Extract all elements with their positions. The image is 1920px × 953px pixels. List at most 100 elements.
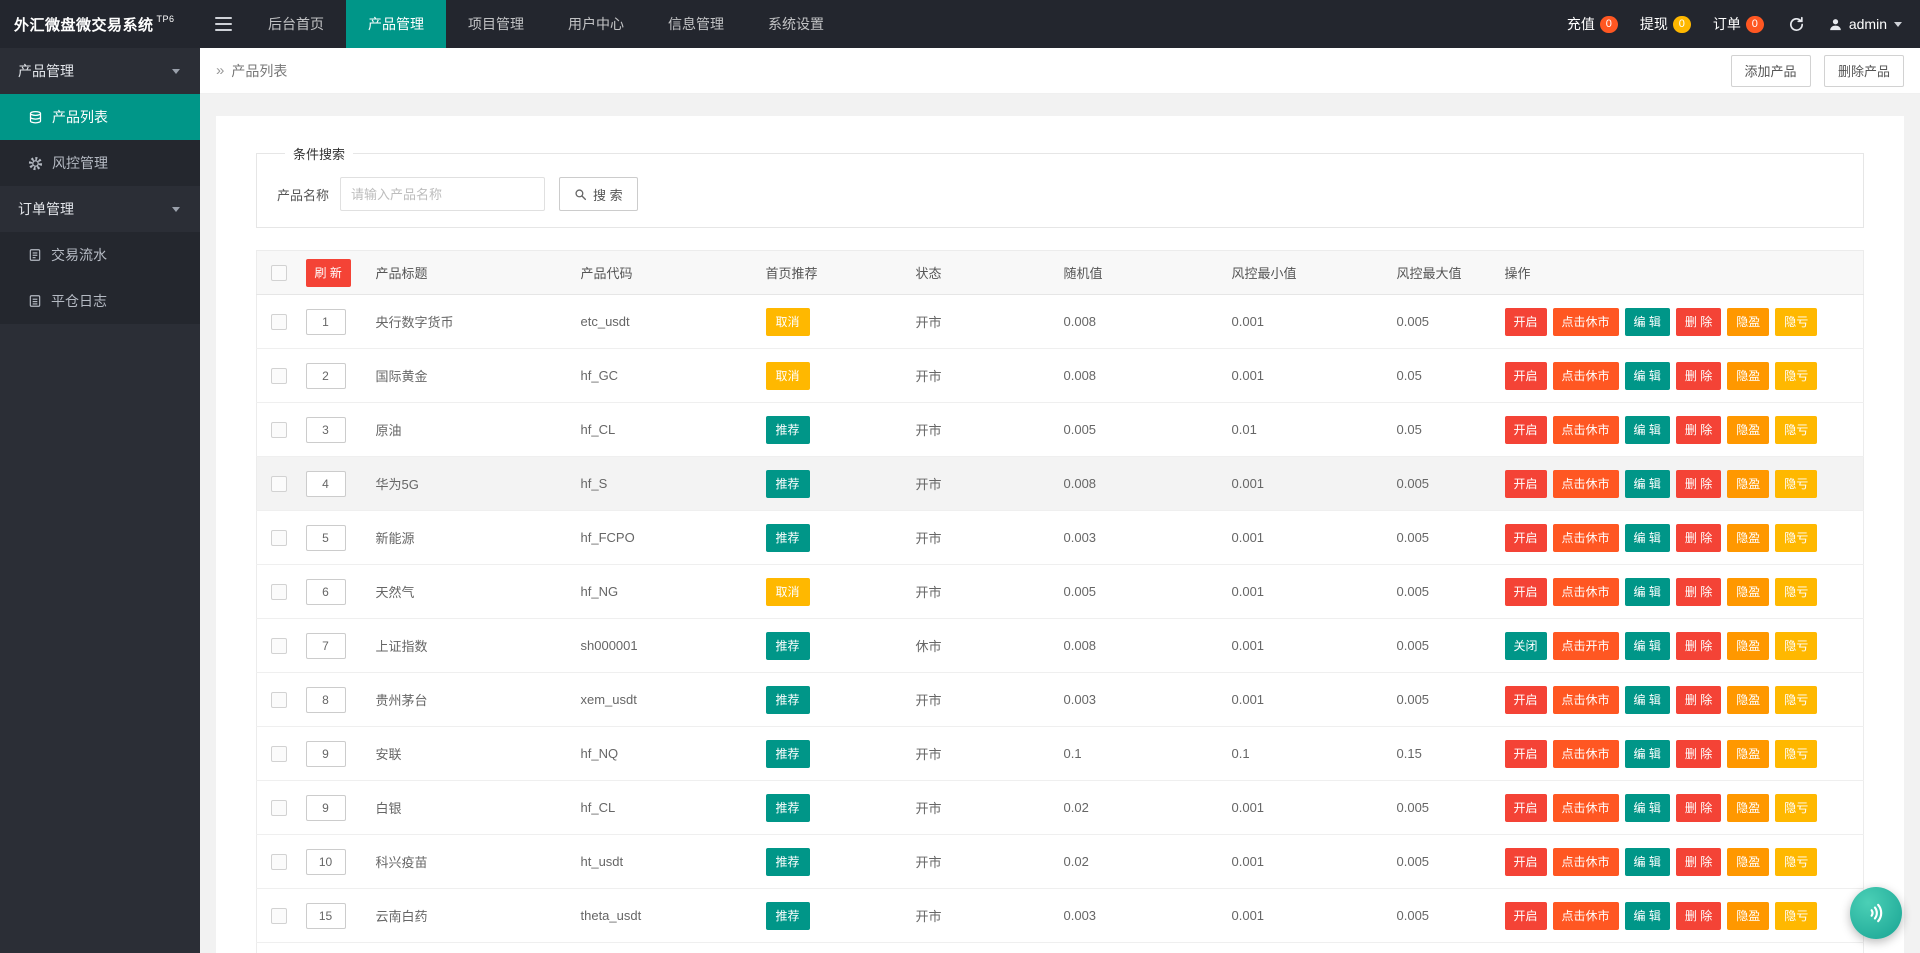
market-toggle-button[interactable]: 点击休市: [1553, 416, 1619, 444]
row-checkbox[interactable]: [271, 638, 287, 654]
sort-id-input[interactable]: [306, 795, 346, 821]
delete-button[interactable]: 删 除: [1676, 794, 1721, 822]
sidebar-item-trade-flow[interactable]: 交易流水: [0, 232, 200, 278]
edit-button[interactable]: 编 辑: [1625, 794, 1670, 822]
toggle-status-button[interactable]: 开启: [1505, 686, 1547, 714]
toggle-status-button[interactable]: 开启: [1505, 902, 1547, 930]
nav-tab-system-settings[interactable]: 系统设置: [746, 0, 846, 48]
sort-id-input[interactable]: [306, 849, 346, 875]
recommend-toggle[interactable]: 推荐: [766, 740, 810, 768]
hide-profit-button[interactable]: 隐盈: [1727, 740, 1769, 768]
hide-loss-button[interactable]: 隐亏: [1775, 632, 1817, 660]
delete-button[interactable]: 删 除: [1676, 740, 1721, 768]
recommend-toggle[interactable]: 推荐: [766, 794, 810, 822]
refresh-button[interactable]: 刷 新: [306, 259, 351, 287]
sort-id-input[interactable]: [306, 903, 346, 929]
hide-profit-button[interactable]: 隐盈: [1727, 362, 1769, 390]
hide-profit-button[interactable]: 隐盈: [1727, 524, 1769, 552]
delete-button[interactable]: 删 除: [1676, 416, 1721, 444]
nav-tab-project-management[interactable]: 项目管理: [446, 0, 546, 48]
hide-profit-button[interactable]: 隐盈: [1727, 308, 1769, 336]
withdraw-link[interactable]: 提现 0: [1640, 14, 1691, 34]
hide-loss-button[interactable]: 隐亏: [1775, 362, 1817, 390]
recharge-link[interactable]: 充值 0: [1567, 14, 1618, 34]
delete-button[interactable]: 删 除: [1676, 470, 1721, 498]
edit-button[interactable]: 编 辑: [1625, 470, 1670, 498]
nav-tab-dashboard[interactable]: 后台首页: [246, 0, 346, 48]
edit-button[interactable]: 编 辑: [1625, 524, 1670, 552]
market-toggle-button[interactable]: 点击休市: [1553, 848, 1619, 876]
hide-loss-button[interactable]: 隐亏: [1775, 848, 1817, 876]
toggle-status-button[interactable]: 开启: [1505, 578, 1547, 606]
recommend-toggle[interactable]: 推荐: [766, 902, 810, 930]
market-toggle-button[interactable]: 点击开市: [1553, 632, 1619, 660]
row-checkbox[interactable]: [271, 314, 287, 330]
toggle-status-button[interactable]: 开启: [1505, 848, 1547, 876]
hide-loss-button[interactable]: 隐亏: [1775, 470, 1817, 498]
recommend-toggle[interactable]: 取消: [766, 578, 810, 606]
sort-id-input[interactable]: [306, 687, 346, 713]
delete-button[interactable]: 删 除: [1676, 362, 1721, 390]
delete-button[interactable]: 删 除: [1676, 848, 1721, 876]
hide-loss-button[interactable]: 隐亏: [1775, 740, 1817, 768]
product-name-input[interactable]: [340, 177, 545, 211]
hide-loss-button[interactable]: 隐亏: [1775, 416, 1817, 444]
nav-tab-user-center[interactable]: 用户中心: [546, 0, 646, 48]
edit-button[interactable]: 编 辑: [1625, 362, 1670, 390]
market-toggle-button[interactable]: 点击休市: [1553, 902, 1619, 930]
sort-id-input[interactable]: [306, 741, 346, 767]
edit-button[interactable]: 编 辑: [1625, 740, 1670, 768]
user-menu[interactable]: admin: [1828, 16, 1902, 32]
hide-loss-button[interactable]: 隐亏: [1775, 578, 1817, 606]
hide-loss-button[interactable]: 隐亏: [1775, 686, 1817, 714]
hide-loss-button[interactable]: 隐亏: [1775, 902, 1817, 930]
recommend-toggle[interactable]: 取消: [766, 362, 810, 390]
delete-button[interactable]: 删 除: [1676, 524, 1721, 552]
customer-service-button[interactable]: [1850, 887, 1902, 939]
hide-loss-button[interactable]: 隐亏: [1775, 524, 1817, 552]
sort-id-input[interactable]: [306, 363, 346, 389]
recommend-toggle[interactable]: 推荐: [766, 524, 810, 552]
sidebar-item-product-list[interactable]: 产品列表: [0, 94, 200, 140]
recommend-toggle[interactable]: 推荐: [766, 416, 810, 444]
market-toggle-button[interactable]: 点击休市: [1553, 686, 1619, 714]
search-button[interactable]: 搜 索: [559, 177, 638, 211]
delete-button[interactable]: 删 除: [1676, 632, 1721, 660]
toggle-status-button[interactable]: 开启: [1505, 524, 1547, 552]
hide-profit-button[interactable]: 隐盈: [1727, 686, 1769, 714]
toggle-status-button[interactable]: 开启: [1505, 740, 1547, 768]
row-checkbox[interactable]: [271, 908, 287, 924]
market-toggle-button[interactable]: 点击休市: [1553, 362, 1619, 390]
sidebar-item-product-management[interactable]: 产品管理: [0, 48, 200, 94]
row-checkbox[interactable]: [271, 692, 287, 708]
row-checkbox[interactable]: [271, 368, 287, 384]
row-checkbox[interactable]: [271, 746, 287, 762]
nav-tab-product-management[interactable]: 产品管理: [346, 0, 446, 48]
sidebar-item-order-management[interactable]: 订单管理: [0, 186, 200, 232]
delete-product-button[interactable]: 删除产品: [1824, 55, 1904, 87]
market-toggle-button[interactable]: 点击休市: [1553, 578, 1619, 606]
row-checkbox[interactable]: [271, 800, 287, 816]
orders-link[interactable]: 订单 0: [1713, 14, 1764, 34]
delete-button[interactable]: 删 除: [1676, 578, 1721, 606]
sort-id-input[interactable]: [306, 525, 346, 551]
edit-button[interactable]: 编 辑: [1625, 902, 1670, 930]
recommend-toggle[interactable]: 推荐: [766, 848, 810, 876]
hide-profit-button[interactable]: 隐盈: [1727, 416, 1769, 444]
sort-id-input[interactable]: [306, 633, 346, 659]
edit-button[interactable]: 编 辑: [1625, 848, 1670, 876]
market-toggle-button[interactable]: 点击休市: [1553, 308, 1619, 336]
row-checkbox[interactable]: [271, 530, 287, 546]
hide-profit-button[interactable]: 隐盈: [1727, 578, 1769, 606]
recommend-toggle[interactable]: 取消: [766, 308, 810, 336]
hide-loss-button[interactable]: 隐亏: [1775, 794, 1817, 822]
recommend-toggle[interactable]: 推荐: [766, 686, 810, 714]
sort-id-input[interactable]: [306, 309, 346, 335]
edit-button[interactable]: 编 辑: [1625, 416, 1670, 444]
toggle-status-button[interactable]: 开启: [1505, 416, 1547, 444]
edit-button[interactable]: 编 辑: [1625, 308, 1670, 336]
market-toggle-button[interactable]: 点击休市: [1553, 740, 1619, 768]
hide-loss-button[interactable]: 隐亏: [1775, 308, 1817, 336]
hide-profit-button[interactable]: 隐盈: [1727, 848, 1769, 876]
sort-id-input[interactable]: [306, 417, 346, 443]
